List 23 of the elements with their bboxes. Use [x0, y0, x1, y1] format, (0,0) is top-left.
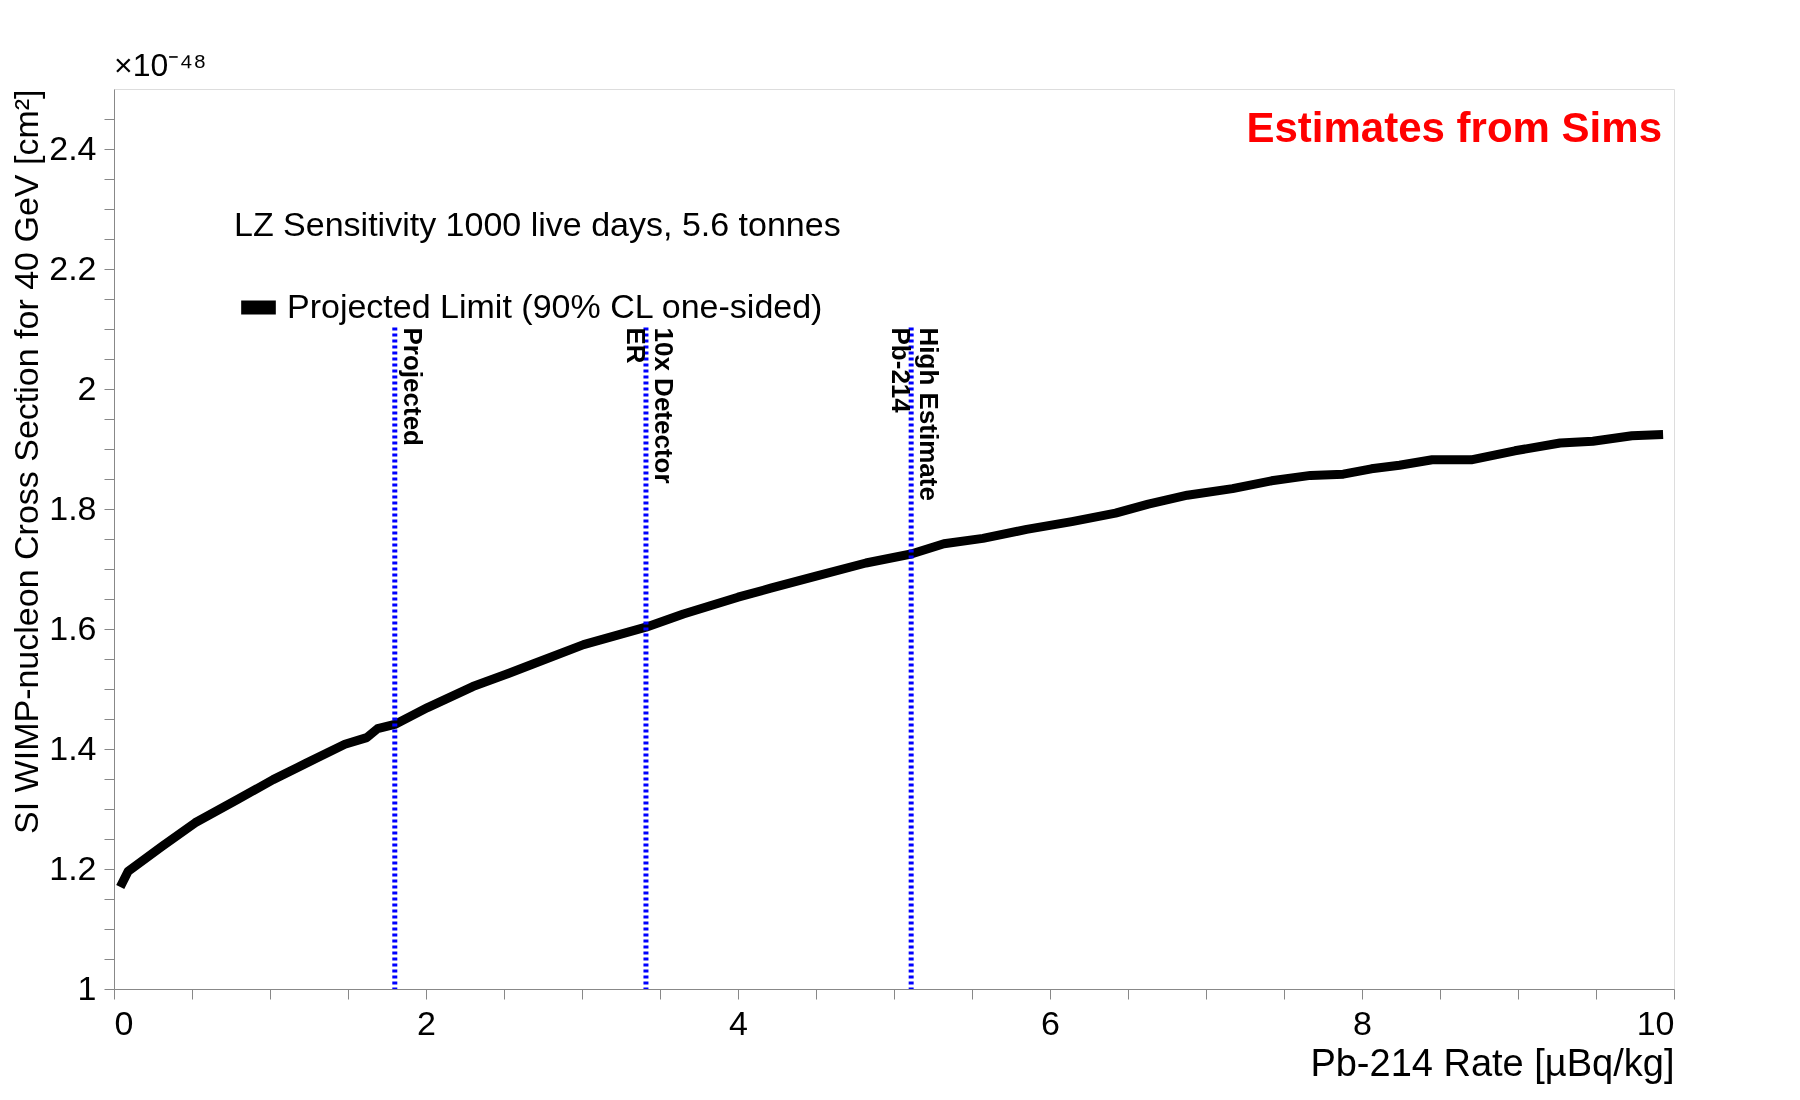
annotation: Estimates from Sims — [1246, 104, 1662, 151]
y-tick-label: 1 — [77, 968, 97, 1007]
y-axis-title: SI WIMP-nucleon Cross Section for 40 GeV [cm²] — [7, 89, 46, 834]
x-tick-label: 4 — [729, 1003, 748, 1042]
ref-line-label: 10x Detector ER — [620, 327, 679, 484]
text: ×10⁻⁴⁸ — [114, 47, 207, 83]
x-tick-label: 8 — [1353, 1003, 1372, 1042]
x-tick-label: 10 — [1636, 1003, 1675, 1042]
ref-line-label: Projected — [397, 327, 428, 446]
x-tick-label: 2 — [417, 1003, 436, 1042]
y-tick-label: 1.2 — [49, 848, 97, 887]
x-axis-title: Pb-214 Rate [µBq/kg] — [1310, 1041, 1675, 1084]
y-tick-label: 1.8 — [49, 488, 97, 527]
x-tick-label: 6 — [1041, 1003, 1060, 1042]
y-tick-label: 2.2 — [49, 248, 97, 287]
y-tick-label: 1.6 — [49, 608, 97, 647]
ref-line-label: High Estimate Pb-214 — [886, 327, 945, 501]
legend-title: LZ Sensitivity 1000 live days, 5.6 tonnes — [234, 205, 841, 243]
y-tick-label: 2.4 — [49, 128, 97, 167]
y-tick-label: 1.4 — [49, 728, 97, 767]
x-tick-label: 0 — [114, 1003, 134, 1042]
legend-label: Projected Limit (90% CL one-sided) — [287, 286, 823, 325]
y-tick-label: 2 — [77, 368, 97, 407]
